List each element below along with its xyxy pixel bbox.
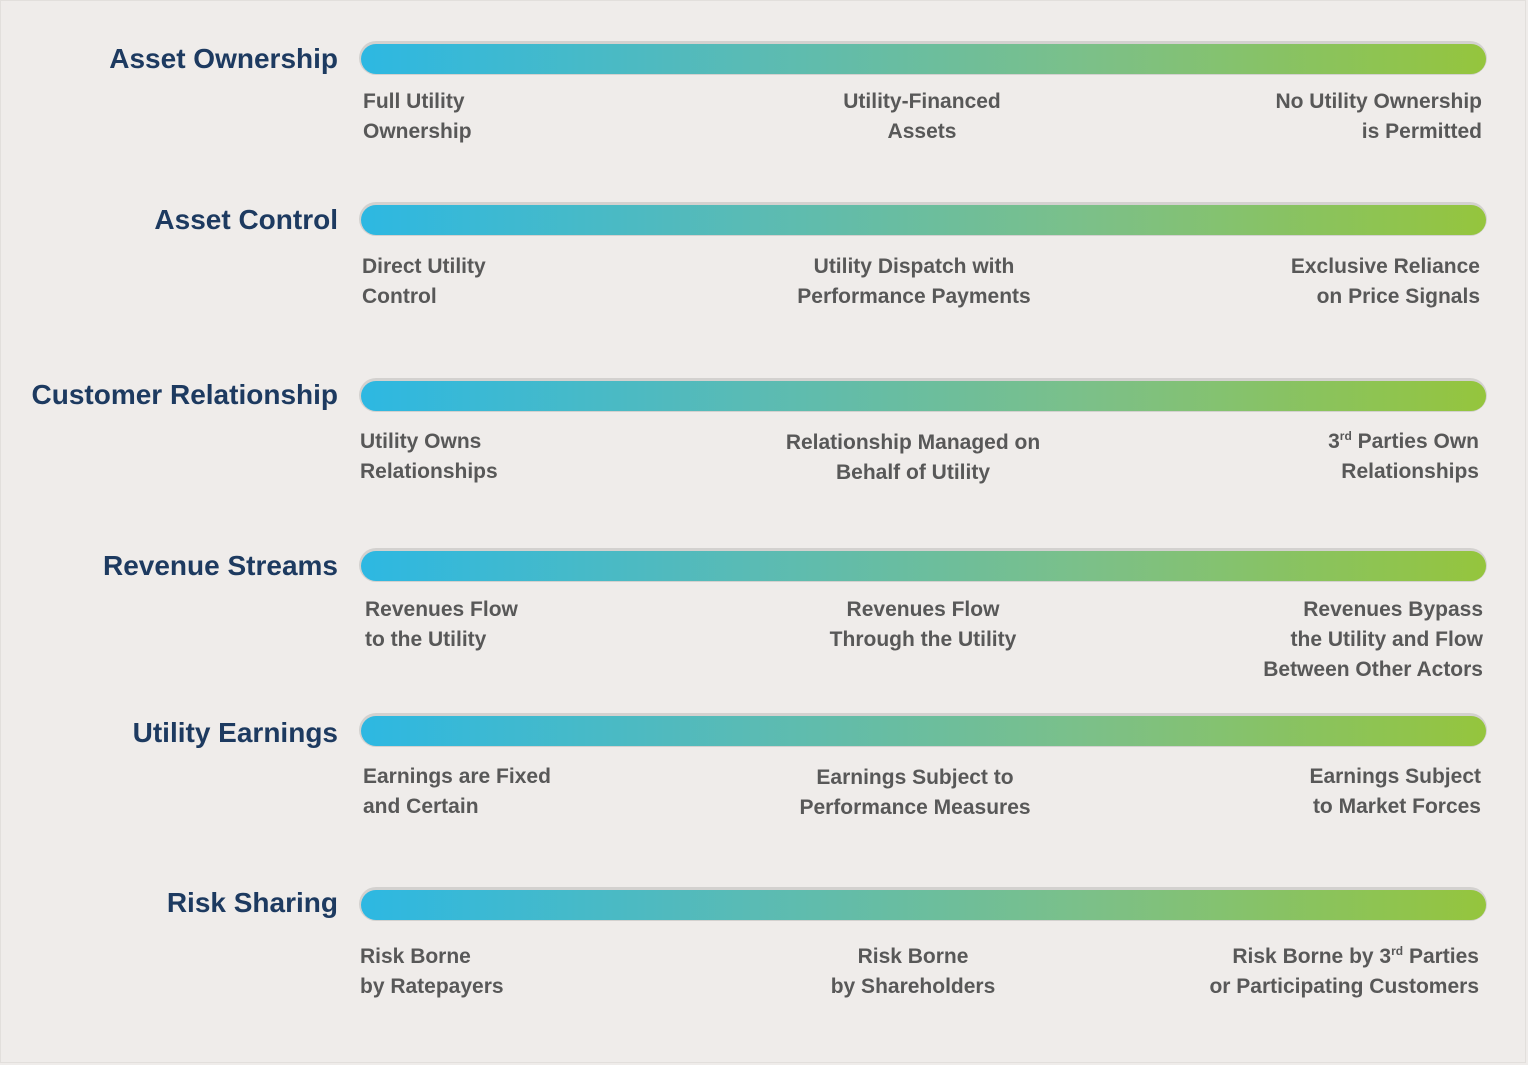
label-left: Full Utility Ownership — [363, 90, 472, 143]
label-center: Utility Dispatch with Performance Payment… — [797, 255, 1031, 308]
label-center: Relationship Managed on Behalf of Utility — [785, 431, 1041, 484]
label-left: Direct Utility Control — [362, 255, 486, 308]
spectrum-bar — [359, 887, 1487, 921]
label-left: Risk Borne by Ratepayers — [360, 945, 504, 998]
spectrum-bar — [359, 378, 1487, 412]
row-title: Asset Ownership — [109, 43, 338, 74]
spectrum-bar — [359, 713, 1487, 747]
label-right: Exclusive Reliance on Price Signals — [1290, 255, 1480, 308]
row-title: Asset Control — [154, 204, 338, 235]
label-right: No Utility Ownership is Permitted — [1275, 90, 1482, 143]
spectrum-bar — [359, 548, 1487, 582]
label-right: 3rd Parties Own Relationships — [1328, 429, 1479, 483]
spectrum-bar — [359, 41, 1487, 75]
row-title: Revenue Streams — [102, 550, 338, 581]
label-center: Utility-Financed Assets — [843, 90, 1001, 143]
label-left: Earnings are Fixed and Certain — [363, 765, 551, 818]
spectrum-bar — [359, 202, 1487, 236]
label-right: Risk Borne by 3rd Parties or Participati… — [1209, 944, 1479, 998]
label-center: Revenues Flow Through the Utility — [829, 598, 1017, 651]
label-right: Earnings Subject to Market Forces — [1309, 765, 1481, 818]
label-center: Earnings Subject to Performance Measures — [799, 766, 1031, 819]
label-right: Revenues Bypass the Utility and Flow Betwe… — [1263, 598, 1483, 681]
row-title: Utility Earnings — [132, 717, 338, 748]
row-title: Risk Sharing — [166, 887, 338, 918]
label-left: Revenues Flow to the Utility — [365, 598, 518, 651]
label-center: Risk Borne by Shareholders — [830, 945, 996, 998]
label-left: Utility Owns Relationships — [360, 430, 498, 483]
row-title: Customer Relationship — [31, 379, 338, 410]
